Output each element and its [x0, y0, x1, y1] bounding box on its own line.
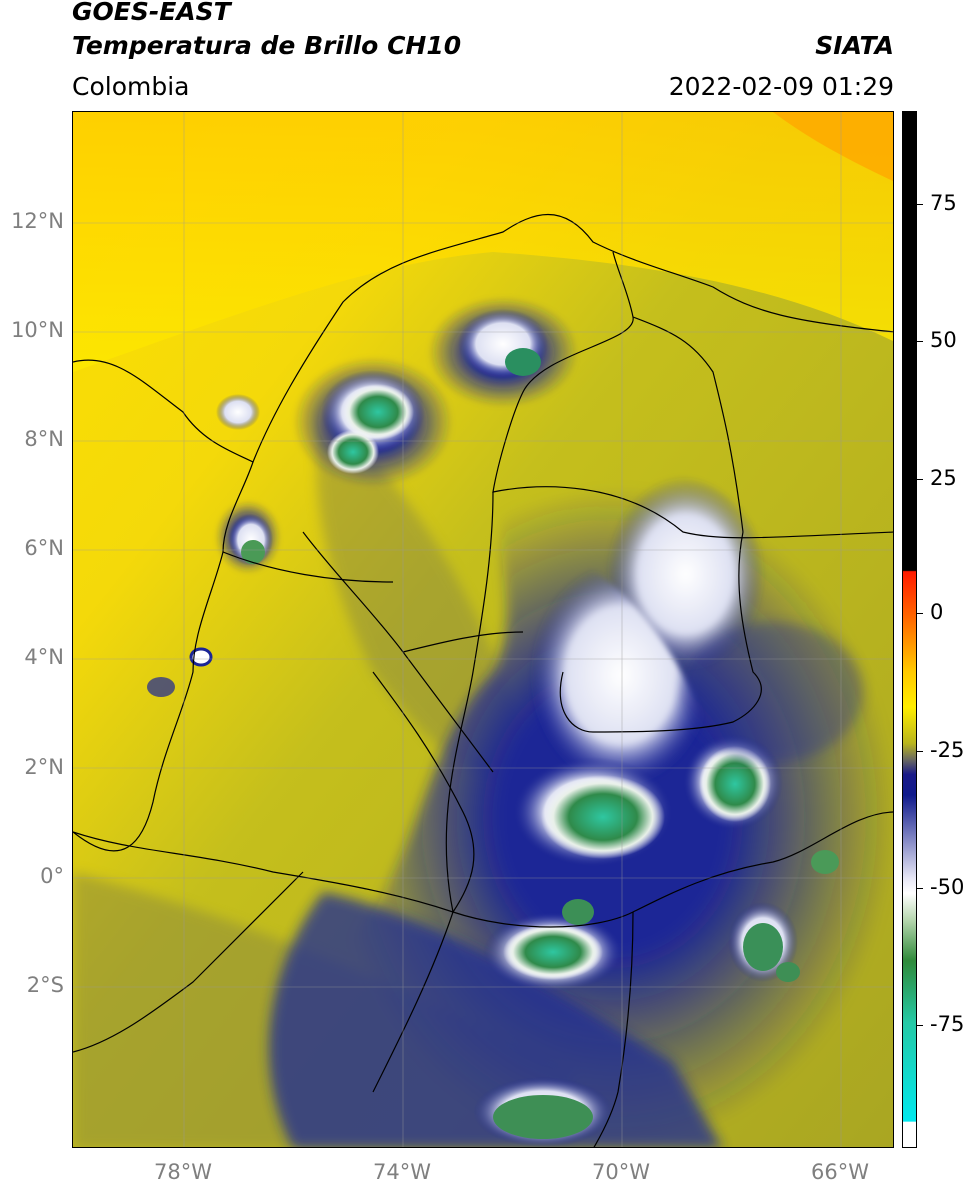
- lat-label-6n: 6°N: [24, 536, 64, 560]
- lon-label-70w: 70°W: [592, 1160, 650, 1184]
- region-label: Colombia: [72, 72, 190, 101]
- temperature-colorbar: [902, 111, 917, 1148]
- lat-label-2n: 2°N: [24, 755, 64, 779]
- colorbar-tick: [917, 888, 923, 889]
- agency-label: SIATA: [815, 31, 894, 60]
- satellite-map[interactable]: [72, 111, 894, 1148]
- colorbar-tick: [917, 1025, 923, 1026]
- lat-label-4n: 4°N: [24, 645, 64, 669]
- lat-label-10n: 10°N: [11, 318, 64, 342]
- lat-label-8n: 8°N: [24, 427, 64, 451]
- colorbar-tick: [917, 341, 923, 342]
- lon-label-66w: 66°W: [811, 1160, 869, 1184]
- satellite-title: GOES-EAST: [72, 0, 231, 26]
- brightness-temperature-field: [73, 112, 893, 1147]
- colorbar-tick: [917, 479, 923, 480]
- colorbar-tick: [917, 751, 923, 752]
- colorbar-label-75: 75: [930, 191, 957, 215]
- colorbar-label-25: 25: [930, 466, 957, 490]
- lon-label-74w: 74°W: [373, 1160, 431, 1184]
- graticule-lines: [73, 112, 893, 1147]
- lat-label-0: 0°: [40, 864, 64, 888]
- colorbar-tick: [917, 613, 923, 614]
- colorbar-gradient: [903, 112, 916, 1147]
- lat-label-12n: 12°N: [11, 209, 64, 233]
- colorbar-label-neg50: -50: [930, 875, 965, 899]
- datetime-label: 2022-02-09 01:29: [668, 72, 894, 101]
- product-title: Temperatura de Brillo CH10: [72, 31, 462, 60]
- colorbar-label-neg25: -25: [930, 738, 965, 762]
- lat-label-2s: 2°S: [26, 973, 64, 997]
- colorbar-label-0: 0: [930, 600, 944, 624]
- colorbar-tick: [917, 204, 923, 205]
- colorbar-label-50: 50: [930, 328, 957, 352]
- colorbar-label-neg75: -75: [930, 1012, 965, 1036]
- lon-label-78w: 78°W: [154, 1160, 212, 1184]
